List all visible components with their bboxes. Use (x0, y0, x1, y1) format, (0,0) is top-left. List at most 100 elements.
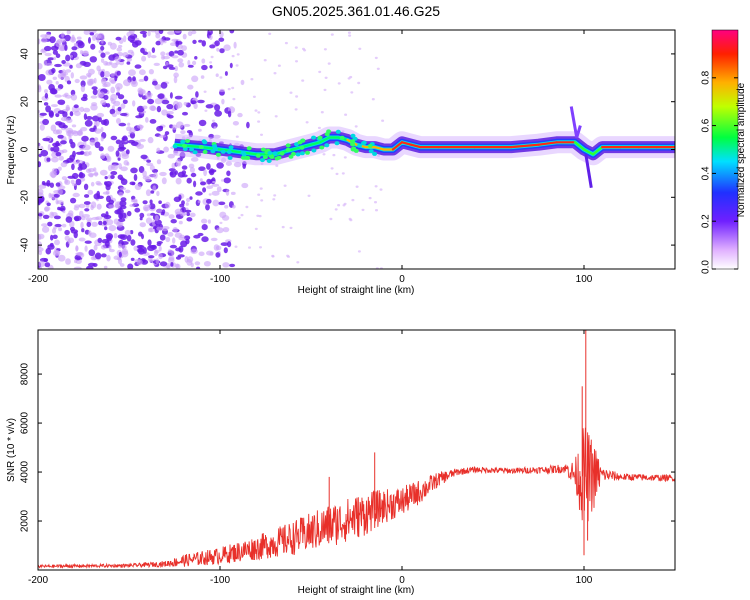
noise-dot (84, 245, 88, 252)
noise-dot (156, 226, 163, 231)
noise-dot (198, 119, 207, 127)
noise-dot (174, 208, 183, 215)
noise-dot (48, 110, 54, 117)
noise-dot (167, 153, 175, 159)
noise-dot (289, 91, 293, 94)
noise-dot (208, 193, 212, 196)
noise-dot (130, 239, 136, 246)
noise-dot (82, 214, 90, 218)
noise-dot (84, 194, 90, 198)
noise-dot (149, 119, 157, 124)
noise-dot (76, 159, 84, 165)
noise-dot (213, 126, 217, 129)
noise-dot (189, 212, 196, 218)
noise-dot (131, 182, 136, 186)
noise-dot (224, 71, 228, 76)
noise-dot (43, 59, 47, 66)
noise-dot (52, 145, 60, 153)
noise-dot (147, 227, 153, 233)
ridge-blob (317, 135, 323, 140)
noise-dot (65, 54, 71, 62)
noise-dot (218, 201, 226, 206)
noise-dot (96, 203, 102, 210)
noise-dot (307, 194, 311, 197)
noise-dot (116, 118, 121, 124)
noise-dot (257, 193, 261, 196)
noise-dot (40, 149, 49, 157)
noise-dot (38, 143, 41, 149)
noise-dot (168, 66, 176, 70)
noise-dot (87, 189, 94, 195)
noise-dot (57, 134, 64, 139)
noise-dot (227, 110, 232, 118)
noise-dot (81, 135, 89, 142)
noise-dot (122, 99, 128, 105)
noise-dot (294, 108, 298, 111)
noise-dot (126, 61, 131, 65)
noise-dot (100, 52, 106, 58)
colorbar-tick-label: 0.8 (701, 70, 712, 84)
noise-dot (55, 112, 60, 118)
ridge-blob (288, 154, 294, 159)
noise-dot (216, 162, 224, 169)
noise-dot (117, 44, 123, 48)
noise-dot (139, 138, 146, 142)
snr-marks (38, 330, 675, 569)
ridge-core-segment (573, 141, 586, 151)
noise-dot (206, 198, 212, 204)
noise-dot (60, 140, 67, 145)
noise-dot (172, 227, 178, 233)
noise-dot (118, 122, 127, 127)
noise-dot (197, 200, 201, 204)
noise-dot (171, 162, 176, 169)
noise-dot (38, 74, 46, 81)
noise-dot (248, 246, 251, 249)
noise-dot (320, 111, 324, 114)
noise-dot (186, 217, 193, 222)
noise-dot (250, 78, 254, 81)
noise-dot (133, 174, 138, 181)
noise-dot (118, 191, 124, 197)
noise-dot (116, 208, 124, 215)
noise-dot (240, 79, 245, 86)
noise-dot (348, 34, 352, 37)
noise-dot (138, 166, 145, 173)
noise-dot (108, 204, 115, 209)
noise-dot (98, 220, 103, 226)
noise-dot (203, 169, 208, 177)
noise-dot (136, 105, 145, 113)
noise-dot (100, 71, 105, 78)
ridge-blob (372, 151, 378, 156)
noise-dot (142, 51, 148, 55)
noise-dot (127, 35, 136, 42)
noise-dot (142, 170, 147, 177)
noise-dot (214, 110, 223, 117)
noise-dot (118, 251, 122, 258)
noise-dot (50, 45, 59, 51)
noise-dot (47, 57, 54, 61)
noise-dot (53, 56, 56, 61)
noise-dot (281, 225, 285, 229)
noise-dot (132, 76, 136, 82)
noise-dot (202, 187, 207, 193)
noise-dot (108, 199, 115, 205)
noise-dot (49, 170, 58, 178)
noise-dot (296, 261, 300, 264)
noise-dot (159, 261, 168, 267)
snr-frame (37, 329, 676, 571)
noise-dot (116, 70, 121, 76)
noise-dot (216, 47, 220, 52)
noise-dot (178, 194, 182, 201)
noise-dot (39, 112, 47, 116)
noise-dot (295, 60, 298, 63)
noise-dot (200, 181, 206, 186)
noise-dot (145, 117, 149, 123)
noise-dot (181, 200, 185, 206)
noise-dot (55, 81, 59, 85)
noise-dot (344, 113, 348, 116)
colorbar-label: Normalized spectral amplitude (736, 82, 747, 217)
noise-dot (245, 205, 249, 209)
noise-dot (136, 245, 143, 249)
snr-ylabel: SNR (10 * v/v) (6, 418, 17, 482)
noise-dot (44, 262, 51, 268)
